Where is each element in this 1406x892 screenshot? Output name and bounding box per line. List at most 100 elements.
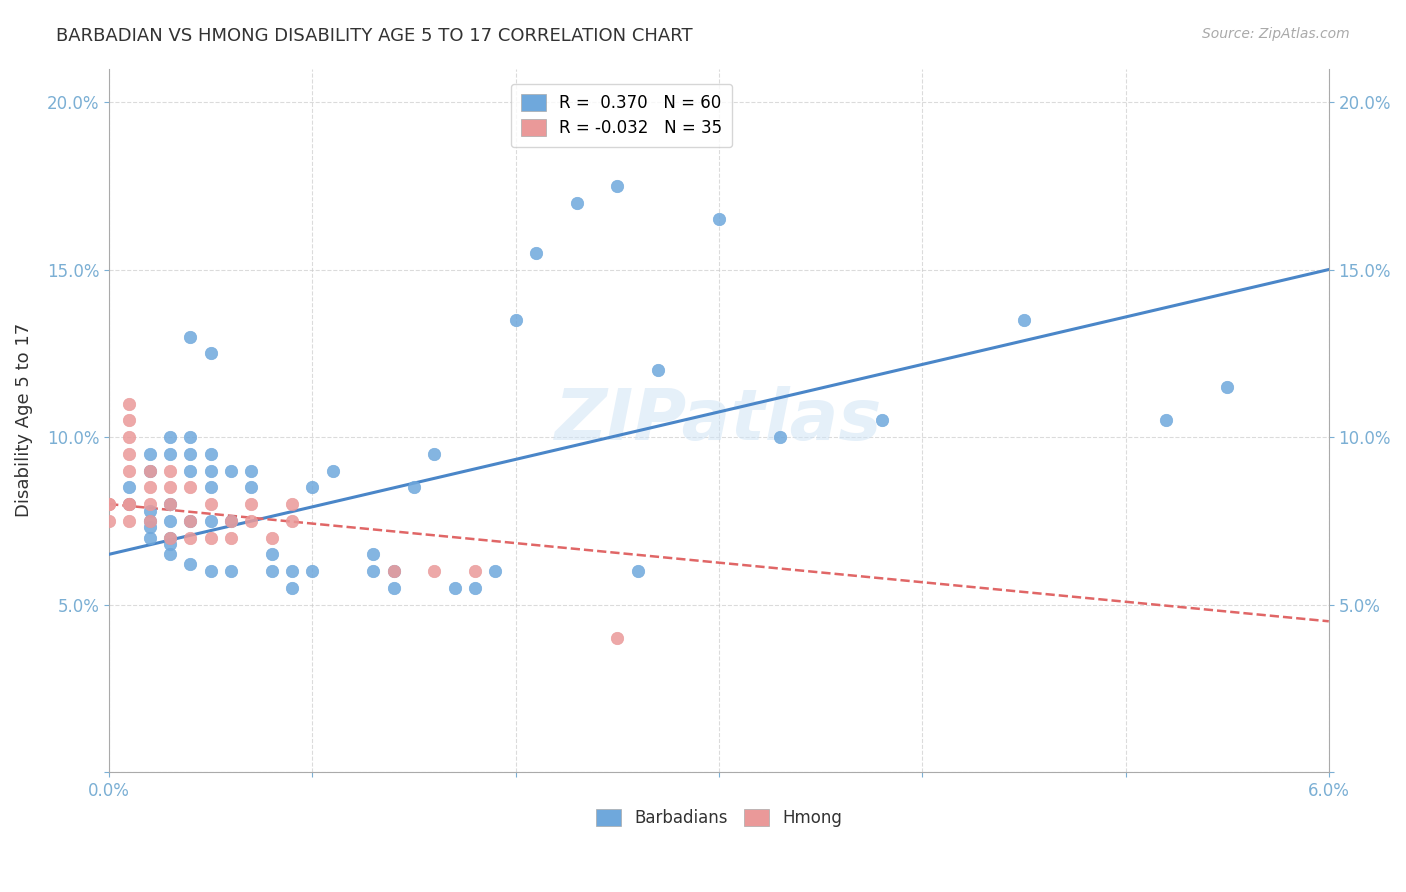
Point — [159, 537, 181, 551]
Point — [627, 564, 650, 578]
Point — [281, 514, 304, 528]
Point — [281, 581, 304, 595]
Point — [382, 564, 405, 578]
Text: Source: ZipAtlas.com: Source: ZipAtlas.com — [1202, 27, 1350, 41]
Point — [870, 413, 893, 427]
Point — [118, 497, 141, 511]
Point — [139, 447, 162, 461]
Point — [200, 564, 222, 578]
Point — [200, 514, 222, 528]
Point — [484, 564, 506, 578]
Point — [260, 547, 283, 561]
Point — [1216, 380, 1239, 394]
Point — [159, 531, 181, 545]
Point — [179, 531, 201, 545]
Point — [98, 497, 121, 511]
Point — [200, 531, 222, 545]
Point — [179, 558, 201, 572]
Point — [159, 514, 181, 528]
Point — [118, 396, 141, 410]
Point — [240, 514, 263, 528]
Point — [301, 564, 323, 578]
Point — [159, 497, 181, 511]
Point — [647, 363, 669, 377]
Point — [118, 430, 141, 444]
Point — [159, 464, 181, 478]
Point — [139, 531, 162, 545]
Point — [363, 564, 385, 578]
Point — [139, 480, 162, 494]
Point — [524, 245, 547, 260]
Point — [219, 514, 242, 528]
Point — [98, 497, 121, 511]
Point — [363, 547, 385, 561]
Point — [464, 581, 486, 595]
Point — [118, 514, 141, 528]
Point — [260, 531, 283, 545]
Point — [281, 497, 304, 511]
Point — [179, 329, 201, 343]
Point — [1154, 413, 1177, 427]
Point — [565, 195, 588, 210]
Point — [139, 514, 162, 528]
Point — [260, 564, 283, 578]
Point — [219, 464, 242, 478]
Point — [118, 480, 141, 494]
Point — [281, 564, 304, 578]
Point — [219, 564, 242, 578]
Point — [240, 464, 263, 478]
Point — [118, 447, 141, 461]
Point — [200, 480, 222, 494]
Point — [179, 514, 201, 528]
Text: ZIPatlas: ZIPatlas — [555, 385, 883, 455]
Legend: Barbadians, Hmong: Barbadians, Hmong — [589, 803, 849, 834]
Point — [139, 504, 162, 518]
Y-axis label: Disability Age 5 to 17: Disability Age 5 to 17 — [15, 323, 32, 517]
Point — [118, 497, 141, 511]
Point — [179, 430, 201, 444]
Point — [464, 564, 486, 578]
Point — [606, 631, 628, 645]
Point — [179, 464, 201, 478]
Point — [159, 497, 181, 511]
Point — [139, 497, 162, 511]
Point — [200, 447, 222, 461]
Point — [118, 464, 141, 478]
Point — [139, 520, 162, 534]
Point — [443, 581, 465, 595]
Point — [159, 480, 181, 494]
Point — [159, 531, 181, 545]
Point — [200, 346, 222, 360]
Point — [98, 514, 121, 528]
Point — [402, 480, 425, 494]
Point — [159, 447, 181, 461]
Point — [707, 212, 730, 227]
Point — [505, 312, 527, 326]
Point — [769, 430, 792, 444]
Point — [139, 464, 162, 478]
Point — [200, 464, 222, 478]
Point — [240, 497, 263, 511]
Point — [382, 564, 405, 578]
Text: BARBADIAN VS HMONG DISABILITY AGE 5 TO 17 CORRELATION CHART: BARBADIAN VS HMONG DISABILITY AGE 5 TO 1… — [56, 27, 693, 45]
Point — [200, 497, 222, 511]
Point — [382, 581, 405, 595]
Point — [179, 514, 201, 528]
Point — [139, 514, 162, 528]
Point — [118, 497, 141, 511]
Point — [301, 480, 323, 494]
Point — [423, 447, 446, 461]
Point — [322, 464, 344, 478]
Point — [606, 178, 628, 193]
Point — [159, 430, 181, 444]
Point — [240, 480, 263, 494]
Point — [423, 564, 446, 578]
Point — [219, 531, 242, 545]
Point — [219, 514, 242, 528]
Point — [179, 480, 201, 494]
Point — [118, 413, 141, 427]
Point — [139, 464, 162, 478]
Point — [1012, 312, 1035, 326]
Point — [179, 447, 201, 461]
Point — [159, 547, 181, 561]
